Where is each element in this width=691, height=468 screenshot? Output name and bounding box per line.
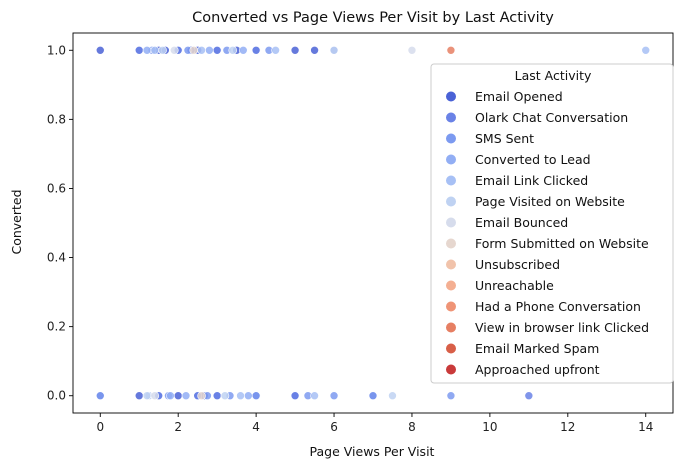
data-point [197, 45, 206, 55]
legend-entry-label: Email Opened [475, 89, 563, 104]
data-point [310, 45, 319, 55]
data-point [407, 45, 417, 55]
data-point [236, 391, 245, 401]
data-point [134, 391, 144, 401]
data-point [166, 391, 175, 401]
legend-entry-label: Email Link Clicked [475, 173, 588, 188]
y-axis-label: Converted [9, 189, 24, 254]
data-point [173, 391, 183, 401]
legend-entry-label: Form Submitted on Website [475, 236, 649, 251]
legend-entry-label: Page Visited on Website [475, 194, 625, 209]
legend-entry-label: Unreachable [475, 278, 554, 293]
legend-marker [446, 364, 456, 375]
legend-entry-label: Approached upfront [475, 362, 600, 377]
y-tick-label: 1.0 [47, 43, 66, 57]
legend-title: Last Activity [515, 68, 592, 83]
data-point [388, 391, 397, 401]
y-tick-label: 0.4 [47, 251, 66, 265]
legend-entry-label: Unsubscribed [475, 257, 560, 272]
data-point [251, 391, 261, 401]
data-point [446, 391, 456, 401]
chart-title: Converted vs Page Views Per Visit by Las… [192, 10, 554, 26]
legend-marker [446, 91, 456, 102]
data-point [290, 391, 300, 401]
data-point [95, 45, 105, 55]
legend-entry-label: Converted to Lead [475, 152, 591, 167]
legend-marker [446, 259, 456, 270]
x-tick-label: 4 [252, 420, 260, 434]
legend-entry-label: SMS Sent [475, 131, 534, 146]
x-axis-label: Page Views Per Visit [310, 444, 435, 459]
legend-marker [446, 133, 456, 144]
x-tick-label: 0 [96, 420, 104, 434]
data-point [641, 45, 651, 55]
legend-entry-label: View in browser link Clicked [475, 320, 649, 335]
legend-marker [446, 343, 456, 354]
data-point [310, 391, 319, 401]
data-point [446, 45, 456, 55]
legend-marker [446, 217, 456, 228]
data-point [238, 45, 248, 55]
data-point [251, 45, 261, 55]
data-point [197, 391, 206, 401]
legend: Last Activity Email Opened Olark Chat Con… [430, 63, 674, 384]
data-point [95, 391, 105, 401]
legend-marker [446, 322, 456, 333]
data-point [368, 391, 378, 401]
x-tick-label: 14 [638, 420, 653, 434]
x-axis: 0 2 4 6 8 10 12 14 [96, 413, 653, 434]
data-point [244, 391, 253, 401]
data-point [228, 45, 238, 55]
data-point [220, 391, 230, 401]
legend-marker [446, 175, 456, 186]
y-axis: 0.0 0.2 0.4 0.6 0.8 1.0 [47, 43, 73, 403]
data-point [170, 45, 179, 55]
legend-marker [446, 112, 456, 123]
x-tick-label: 12 [560, 420, 575, 434]
legend-entry-label: Olark Chat Conversation [475, 110, 628, 125]
legend-entry-label: Email Marked Spam [475, 341, 599, 356]
x-tick-label: 2 [174, 420, 182, 434]
data-point [158, 45, 167, 55]
data-point [212, 45, 222, 55]
y-tick-label: 0.6 [47, 181, 66, 195]
data-point [212, 391, 222, 401]
legend-marker [446, 196, 456, 207]
y-tick-label: 0.2 [47, 320, 66, 334]
data-point [150, 45, 160, 55]
legend-entry-label: Had a Phone Conversation [475, 299, 641, 314]
data-point [189, 45, 199, 55]
data-point [181, 391, 191, 401]
legend-marker [446, 238, 456, 249]
data-point [142, 45, 152, 55]
data-point [290, 45, 300, 55]
data-point [329, 391, 339, 401]
data-point [134, 45, 144, 55]
y-tick-label: 0.8 [47, 112, 66, 126]
plot-area [72, 32, 674, 414]
legend-marker [446, 154, 456, 165]
data-point [150, 391, 160, 401]
legend-entry-label: Email Bounced [475, 215, 568, 230]
data-point [142, 391, 152, 401]
y-tick-label: 0.0 [47, 389, 66, 403]
legend-marker [446, 301, 456, 312]
x-tick-label: 10 [482, 420, 497, 434]
data-point [271, 45, 280, 55]
data-point [329, 45, 339, 55]
data-point [524, 391, 534, 401]
x-tick-label: 8 [408, 420, 416, 434]
data-point [205, 45, 214, 55]
legend-marker [446, 280, 456, 291]
legend-frame [430, 63, 674, 384]
x-tick-label: 6 [330, 420, 338, 434]
